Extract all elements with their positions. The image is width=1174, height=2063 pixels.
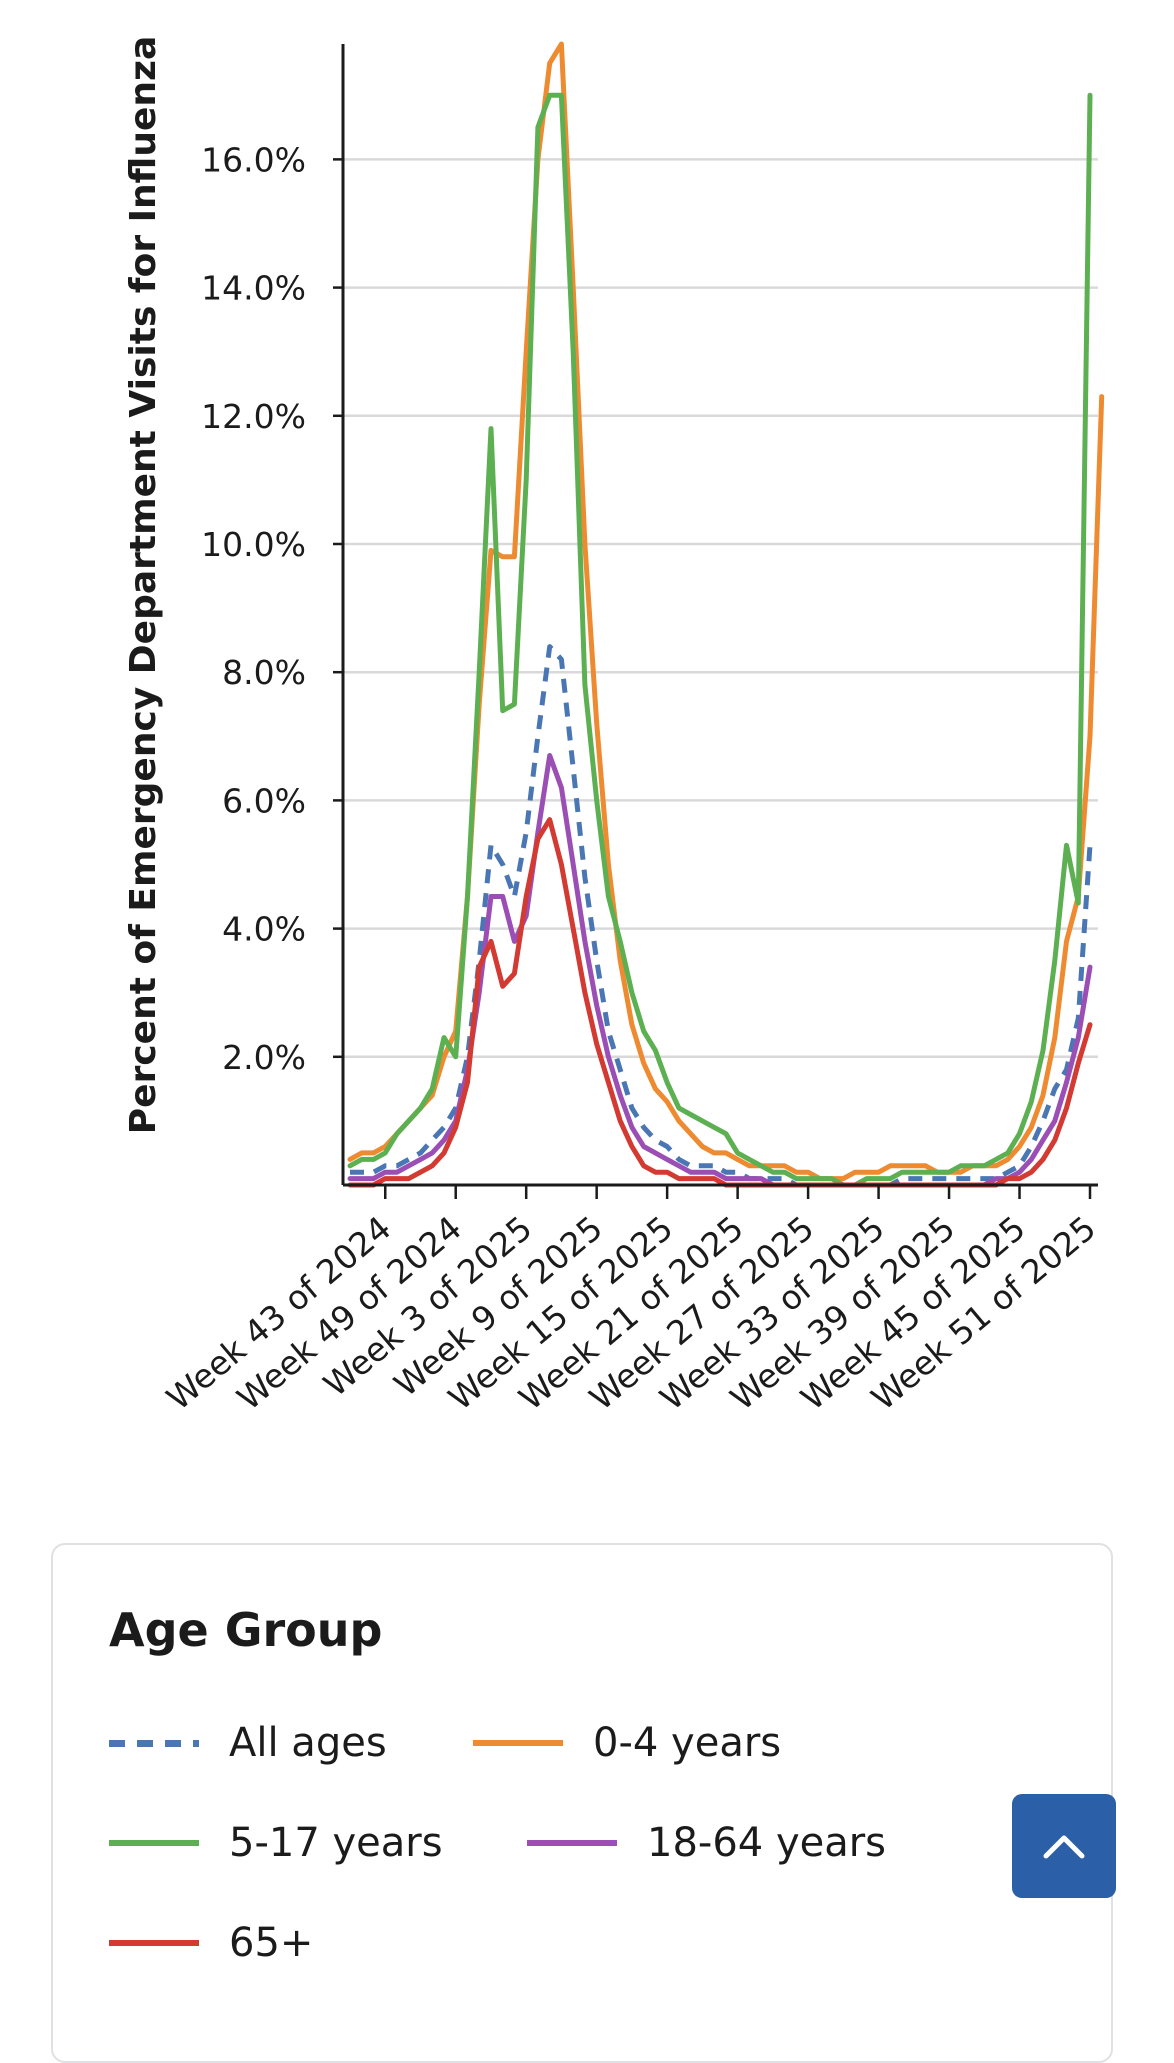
legend-item: 0-4 years — [473, 1720, 781, 1766]
legend-label: 18-64 years — [647, 1820, 887, 1866]
legend-swatch — [109, 1940, 199, 1946]
chart-gridlines — [343, 158, 1098, 1059]
series-line-0-4-years — [347, 41, 1105, 1182]
back-to-top-button[interactable] — [1012, 1794, 1116, 1898]
y-tick-label: 2.0% — [222, 1038, 306, 1077]
legend-swatch — [109, 1840, 199, 1846]
legend-card: Age Group All ages 0-4 years 5-17 years 18-… — [51, 1543, 1113, 2063]
legend-label: 0-4 years — [593, 1720, 782, 1766]
y-tick-label: 4.0% — [222, 910, 306, 949]
y-tick-label: 10.0% — [201, 525, 306, 564]
legend-item: All ages — [109, 1720, 387, 1766]
y-tick-label: 6.0% — [222, 781, 306, 820]
legend-item: 5-17 years — [109, 1820, 443, 1866]
y-tick-label: 12.0% — [201, 397, 306, 436]
legend-label: All ages — [229, 1720, 387, 1766]
legend-swatch — [109, 1739, 199, 1747]
chevron-up-icon — [1043, 1835, 1085, 1859]
y-tick-labels: 2.0% 4.0% 6.0% 8.0% 10.0% 12.0% 14.0% 16.0% — [201, 140, 343, 1077]
chart-axes — [341, 44, 1098, 1187]
y-tick-label: 16.0% — [201, 140, 306, 179]
series-line-5-17-years — [347, 92, 1093, 1188]
legend-item: 18-64 years — [527, 1820, 886, 1866]
legend-swatch — [527, 1840, 617, 1846]
legend-swatch — [473, 1740, 563, 1746]
y-axis-title: Percent of Emergency Department Visits f… — [123, 36, 164, 1134]
legend-label: 5-17 years — [229, 1820, 443, 1866]
y-tick-label: 8.0% — [222, 653, 306, 692]
legend-item: 65+ — [109, 1920, 313, 1966]
legend-title: Age Group — [109, 1603, 383, 1657]
y-tick-label: 14.0% — [201, 269, 306, 308]
chart-series — [347, 41, 1105, 1188]
legend-label: 65+ — [229, 1920, 314, 1966]
series-line-all-ages — [350, 644, 1093, 1188]
influenza-line-chart: 2.0% 4.0% 6.0% 8.0% 10.0% 12.0% 14.0% 16.0% Wee… — [123, 36, 1105, 1418]
